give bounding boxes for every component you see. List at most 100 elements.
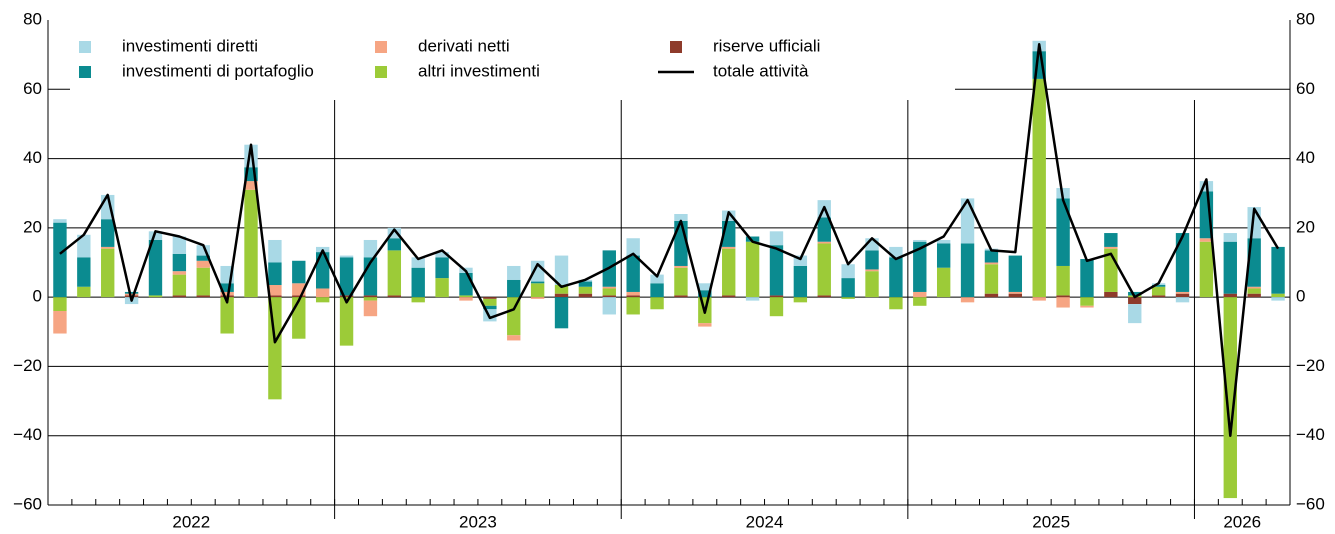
bar-segment [315, 288, 330, 298]
bar-segment [769, 295, 784, 298]
bar-segment [650, 297, 664, 310]
bar-segment [1128, 297, 1142, 305]
bar-segment [674, 265, 688, 268]
bar-segment [411, 257, 425, 268]
bar-segment [960, 297, 975, 303]
y-tick-label: 60 [23, 79, 42, 98]
y2-tick-label: −20 [1296, 356, 1325, 375]
legend-marker [670, 41, 682, 53]
y-tick-label: −60 [13, 494, 42, 513]
bar-segment [626, 297, 640, 315]
bar-segment [268, 239, 282, 263]
bar-segment [602, 297, 616, 315]
bar-segment [268, 295, 282, 298]
y-tick-label: −20 [13, 356, 42, 375]
legend-marker [375, 66, 387, 78]
legend-label: investimenti diretti [122, 36, 258, 55]
legend-label: derivati netti [418, 36, 510, 55]
legend-marker [79, 41, 91, 53]
bar-segment [483, 305, 497, 310]
legend-marker [375, 41, 387, 53]
bar-segment [722, 246, 736, 249]
bar-segment [578, 286, 593, 294]
bar-segment [244, 181, 258, 190]
bar-segment [196, 255, 210, 261]
bar-segment [626, 238, 640, 256]
y-tick-label: 40 [23, 148, 42, 167]
bar-segment [554, 285, 569, 294]
bar-segment [1271, 297, 1285, 301]
bar-segment [960, 243, 975, 298]
bar-segment [1032, 297, 1046, 301]
bar-segment [292, 297, 306, 339]
bar-segment [148, 295, 163, 298]
bar-segment [101, 246, 115, 249]
bar-segment [1223, 241, 1237, 294]
bar-segment [865, 269, 879, 272]
legend-background [70, 28, 955, 96]
bar-segment [626, 291, 640, 296]
bar-segment [1128, 304, 1142, 324]
y2-tick-label: 0 [1296, 287, 1305, 306]
bar-segment [315, 252, 330, 289]
bar-segment [1175, 293, 1190, 298]
bar-segment [101, 248, 115, 298]
bar-segment [554, 297, 569, 329]
bar-segment [196, 260, 210, 268]
bar-segment [936, 239, 951, 244]
bar-segment [220, 283, 234, 292]
bar-segment [626, 255, 640, 292]
bar-segment [459, 295, 473, 298]
y2-tick-label: 60 [1296, 79, 1315, 98]
bar-segment [196, 267, 210, 296]
bar-segment [1104, 291, 1118, 298]
bar-segment [483, 298, 497, 306]
bar-segment [1056, 265, 1070, 296]
bar-segment [435, 257, 449, 279]
bar-segment [889, 246, 903, 258]
bar-segment [363, 297, 378, 301]
bar-segment [387, 250, 402, 296]
bar-segment [172, 236, 187, 254]
bar-segment [841, 297, 855, 299]
bar-segment [984, 264, 999, 294]
bar-segment [698, 290, 712, 298]
bar-segment [196, 295, 210, 298]
bar-segment [889, 257, 903, 298]
bar-segment [148, 239, 163, 296]
bar-segment [889, 297, 903, 310]
legend-label: investimenti di portafoglio [122, 61, 314, 80]
bar-segment [1223, 297, 1237, 499]
bar-segment [745, 241, 760, 298]
bar-segment [674, 267, 688, 296]
bar-segment [530, 283, 545, 298]
bar-segment [292, 295, 306, 298]
bar-segment [387, 227, 402, 239]
bar-segment [459, 272, 473, 296]
y-tick-label: 20 [23, 217, 42, 236]
x-tick-label: 2022 [172, 512, 210, 531]
bar-segment [745, 297, 760, 301]
bar-segment [626, 295, 640, 298]
total-line [59, 43, 1280, 437]
bar-segment [1008, 255, 1023, 292]
bar-segment [602, 286, 616, 289]
bar-segment [411, 297, 425, 303]
bar-segment [244, 189, 258, 298]
bar-segment [1175, 297, 1190, 303]
bar-segment [507, 335, 521, 341]
bar-segment [674, 295, 688, 298]
bar-segment [1199, 241, 1214, 298]
bar-segment [578, 281, 593, 287]
bar-segment [77, 257, 91, 287]
y2-tick-label: 40 [1296, 148, 1315, 167]
bar-segment [148, 231, 163, 240]
bar-segment [913, 241, 927, 292]
bar-segment [1271, 246, 1285, 294]
bar-segment [124, 293, 139, 296]
bar-segment [1151, 295, 1166, 298]
bar-segment [913, 291, 927, 298]
bar-segment [793, 265, 808, 298]
bar-segment [650, 283, 664, 298]
bar-segment [984, 250, 999, 263]
